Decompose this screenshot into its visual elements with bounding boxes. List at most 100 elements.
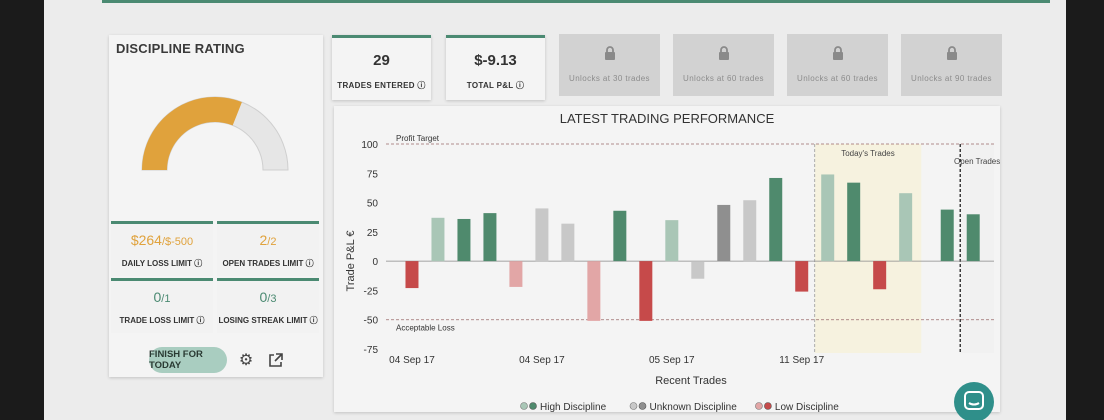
- chart-bar: [483, 213, 497, 262]
- chart-bar: [535, 208, 549, 262]
- info-icon[interactable]: ⓘ: [305, 259, 314, 268]
- top-accent-bar: [102, 0, 1050, 3]
- trades-entered-label: TRADES ENTERED: [337, 81, 415, 90]
- chart-bar: [431, 217, 445, 262]
- info-icon[interactable]: ⓘ: [194, 259, 203, 268]
- locked-tile: Unlocks at 30 trades: [559, 34, 660, 96]
- daily-loss-value: $264: [130, 232, 162, 248]
- chart-x-label: Recent Trades: [655, 375, 727, 387]
- chart-reference-label: Profit Target: [396, 134, 440, 143]
- locked-tile-label: Unlocks at 60 trades: [683, 74, 764, 83]
- locked-tile-label: Unlocks at 60 trades: [797, 74, 878, 83]
- chart-y-tick-label: -25: [364, 286, 379, 297]
- legend-swatch: [638, 402, 647, 410]
- info-icon[interactable]: ⓘ: [417, 81, 426, 90]
- trade-loss-label: TRADE LOSS LIMIT: [119, 316, 195, 325]
- chart-y-tick-label: -50: [364, 316, 379, 327]
- lock-icon: [946, 46, 957, 60]
- chart-y-tick-label: 0: [372, 257, 378, 268]
- discipline-rating-panel: DISCIPLINE RATING $264/$-500 DAILY LOSS …: [109, 35, 323, 377]
- chart-svg: Today's Trades Open Trades 100 75 50 25 0 -25 -…: [345, 111, 1000, 412]
- chart-bar: [665, 220, 679, 262]
- chart-bar: [873, 261, 887, 290]
- chart-bar: [769, 177, 783, 262]
- chart-bar: [509, 261, 523, 287]
- chart-y-tick-label: 50: [367, 199, 379, 210]
- chart-x-tick-label: 11 Sep 17: [779, 355, 824, 366]
- total-pnl-label: TOTAL P&L: [466, 81, 514, 90]
- open-trades-label: OPEN TRADES LIMIT: [222, 259, 304, 268]
- finish-for-today-button[interactable]: FINISH FOR TODAY: [149, 347, 227, 373]
- chart-zone-label: Today's Trades: [841, 149, 895, 158]
- daily-loss-max: /$-500: [161, 236, 194, 248]
- open-trades-limit: 2/2 OPEN TRADES LIMIT ⓘ: [217, 221, 319, 276]
- legend-label: High Discipline: [540, 402, 607, 412]
- trade-loss-max: /1: [161, 293, 171, 305]
- chart-y-tick-label: 25: [367, 228, 379, 239]
- chart-bar: [691, 261, 705, 279]
- chart-bar: [795, 261, 809, 292]
- losing-streak-label: LOSING STREAK LIMIT: [218, 316, 308, 325]
- losing-streak-max: /3: [267, 293, 277, 305]
- lock-icon: [718, 46, 729, 60]
- discipline-title: DISCIPLINE RATING: [116, 41, 245, 56]
- chart-bar: [847, 182, 861, 262]
- locked-tile: Unlocks at 60 trades: [787, 34, 888, 96]
- legend-label: Low Discipline: [775, 402, 839, 412]
- legend-swatch-light: [629, 402, 638, 410]
- chart-bar: [457, 218, 471, 262]
- chart-y-tick-label: -75: [364, 345, 379, 356]
- losing-streak-limit: 0/3 LOSING STREAK LIMIT ⓘ: [217, 278, 319, 333]
- info-icon[interactable]: ⓘ: [309, 316, 318, 325]
- locked-tile: Unlocks at 60 trades: [673, 34, 774, 96]
- external-link-icon[interactable]: [266, 351, 284, 369]
- chart-bar: [639, 261, 653, 321]
- chart-y-tick-label: 100: [361, 140, 378, 151]
- locked-tile-label: Unlocks at 90 trades: [911, 74, 992, 83]
- locked-tile-label: Unlocks at 30 trades: [569, 74, 650, 83]
- chat-icon: [964, 391, 984, 410]
- chart-zone-label: Open Trades: [954, 157, 1000, 166]
- chart-bar: [966, 214, 980, 262]
- chart-bar: [940, 209, 954, 262]
- open-trades-value: 2: [259, 232, 268, 248]
- chart-bar: [743, 200, 757, 262]
- chart-bar: [613, 210, 627, 262]
- daily-loss-label: DAILY LOSS LIMIT: [121, 259, 192, 268]
- info-icon[interactable]: ⓘ: [196, 316, 205, 325]
- legend-swatch-light: [755, 402, 763, 410]
- chart-x-tick-label: 04 Sep 17: [519, 355, 565, 366]
- open-trades-max: /2: [267, 236, 277, 248]
- lock-icon: [832, 46, 843, 60]
- locked-tile: Unlocks at 90 trades: [901, 34, 1002, 96]
- legend-label: Unknown Discipline: [650, 402, 738, 412]
- chart-title: LATEST TRADING PERFORMANCE: [560, 111, 775, 126]
- trade-loss-limit: 0/1 TRADE LOSS LIMIT ⓘ: [111, 278, 213, 333]
- total-pnl-tile: $-9.13 TOTAL P&L ⓘ: [446, 35, 545, 100]
- legend-swatch: [764, 402, 772, 410]
- info-icon[interactable]: ⓘ: [515, 81, 525, 90]
- trades-entered-value: 29: [373, 52, 390, 69]
- legend-swatch: [529, 402, 537, 410]
- gear-icon[interactable]: ⚙: [238, 352, 254, 369]
- chat-launcher-button[interactable]: [954, 382, 994, 420]
- chart-bar: [405, 261, 419, 289]
- chart-bar: [821, 174, 835, 262]
- trade-loss-value: 0: [153, 289, 162, 305]
- chart-y-label: Trade P&L €: [345, 231, 357, 292]
- total-pnl-value: $-9.13: [474, 52, 517, 69]
- chart-x-tick-label: 05 Sep 17: [649, 355, 695, 366]
- lock-icon: [604, 46, 615, 60]
- chart-bar: [717, 204, 731, 262]
- chart-y-tick-label: 75: [367, 169, 379, 180]
- chart-bar: [899, 193, 913, 262]
- chart-reference-label: Acceptable Loss: [396, 324, 455, 333]
- discipline-gauge: [141, 96, 289, 171]
- chart-bar: [561, 223, 575, 262]
- losing-streak-value: 0: [259, 289, 268, 305]
- legend-swatch-light: [520, 402, 528, 410]
- daily-loss-limit: $264/$-500 DAILY LOSS LIMIT ⓘ: [111, 221, 213, 276]
- chart-bar: [587, 261, 601, 321]
- trades-entered-tile: 29 TRADES ENTERED ⓘ: [332, 35, 431, 100]
- chart-x-tick-label: 04 Sep 17: [389, 355, 435, 366]
